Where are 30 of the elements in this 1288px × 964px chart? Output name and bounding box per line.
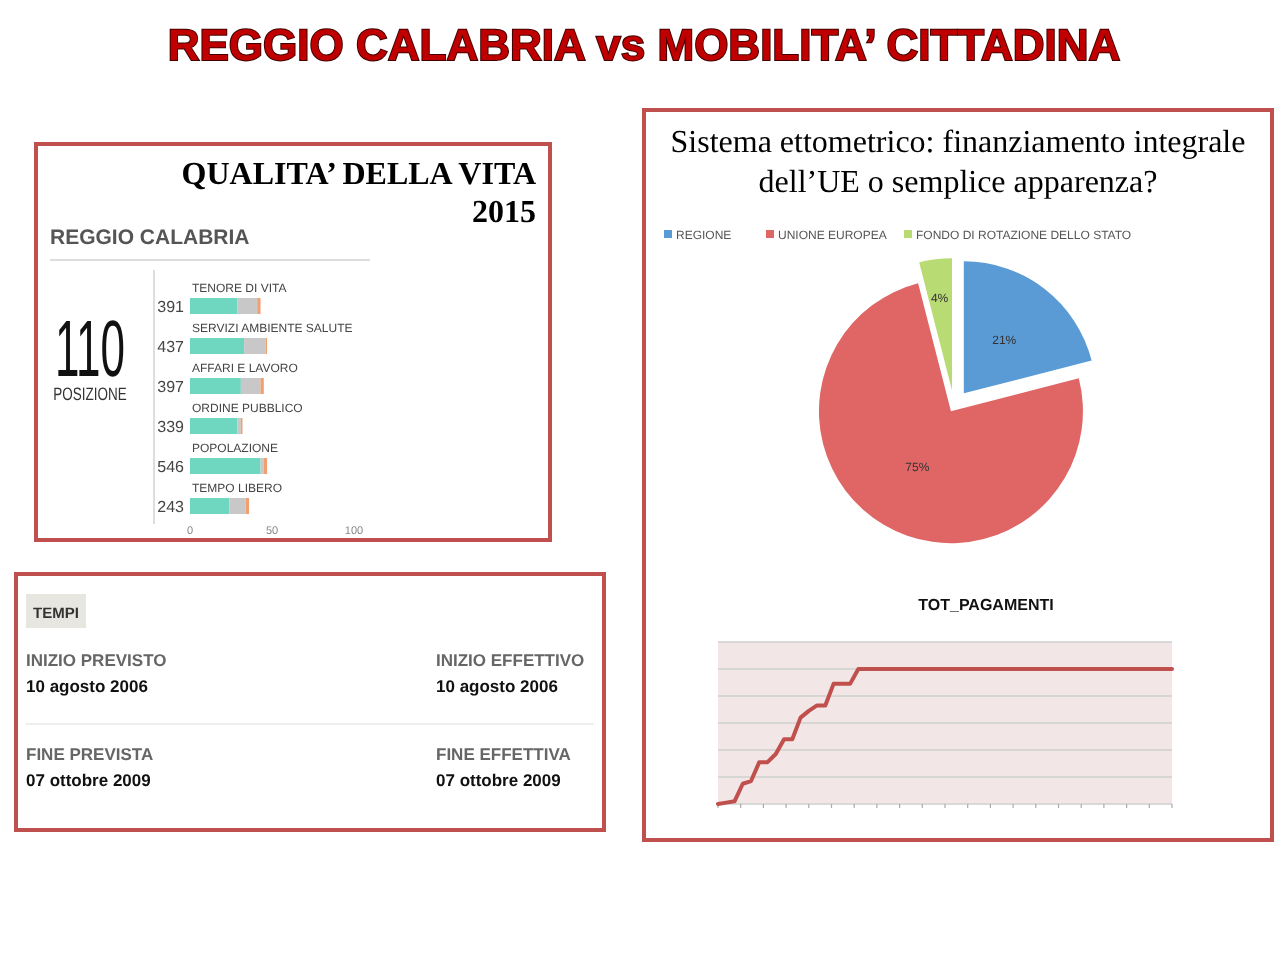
chart-title: QUALITA’ DELLA VITA 2015 xyxy=(181,158,537,230)
bar xyxy=(190,498,230,514)
bar xyxy=(240,378,261,394)
bar xyxy=(237,298,258,314)
text: 391 xyxy=(157,298,186,316)
text: POSIZIONE xyxy=(53,384,127,405)
bar xyxy=(190,418,238,434)
text: 07 ottobre 2009 xyxy=(26,770,152,790)
chart-subtitle: REGGIO CALABRIA xyxy=(50,226,251,250)
bar xyxy=(190,378,241,394)
bar xyxy=(244,338,266,354)
bar xyxy=(229,498,246,514)
chart-title: TOT_PAGAMENTI xyxy=(918,596,1054,614)
text: INIZIO EFFETTIVO xyxy=(436,650,586,670)
text: 10 agosto 2006 xyxy=(26,676,149,696)
text: 10 agosto 2006 xyxy=(436,676,559,696)
text: 07 ottobre 2009 xyxy=(436,770,562,790)
chart-title: Sistema ettometrico: finanziamento integrale dell’UE o semplice apparenza? xyxy=(670,126,1246,200)
text: INIZIO PREVISTO xyxy=(26,650,168,670)
bar xyxy=(190,338,245,354)
text: FINE PREVISTA xyxy=(26,744,154,764)
bar xyxy=(190,298,238,314)
text: REGGIO CALABRIA vs MOBILITA’ CITTADINA xyxy=(167,20,1121,70)
bar xyxy=(190,458,261,474)
text: 397 xyxy=(157,378,186,396)
text: 339 xyxy=(157,418,186,436)
text: 243 xyxy=(157,498,186,516)
text: FINE EFFETTIVA xyxy=(436,744,571,764)
text: 437 xyxy=(157,338,186,356)
text: 546 xyxy=(157,458,186,476)
